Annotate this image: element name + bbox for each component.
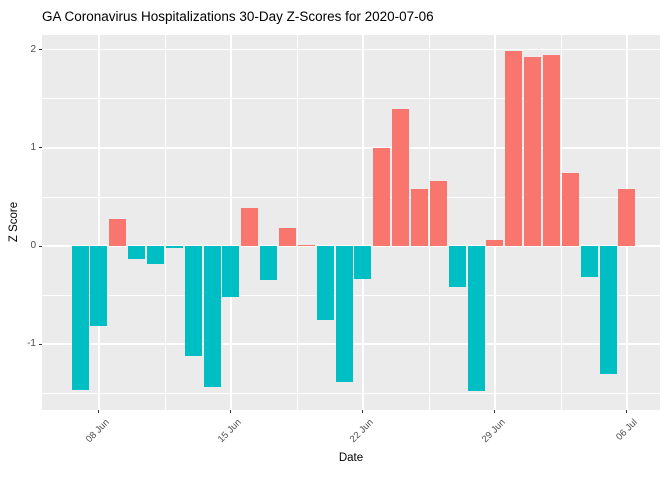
zscore-bar [128, 246, 146, 259]
zscore-bar [543, 54, 561, 247]
chart-title: GA Coronavirus Hospitalizations 30-Day Z… [42, 9, 434, 24]
zscore-bar [429, 181, 447, 247]
x-tick-label: 06 Jul [614, 417, 640, 443]
x-tick-mark [626, 410, 628, 413]
y-tick-mark [39, 245, 42, 247]
zscore-bar [411, 189, 429, 247]
major-gridline-h [42, 147, 660, 149]
zscore-bar [90, 246, 108, 326]
plot-panel [42, 35, 660, 410]
zscore-bar [222, 246, 240, 298]
major-gridline-h [42, 48, 660, 51]
zscore-bar [316, 246, 334, 320]
y-tick-label: -1 [27, 338, 36, 350]
y-tick-label: 0 [30, 240, 36, 252]
minor-gridline-h [42, 392, 660, 394]
zscore-bar [618, 189, 636, 247]
zscore-bar [561, 173, 579, 247]
zscore-bar [505, 50, 523, 247]
zscore-bar [165, 246, 183, 248]
x-tick-mark [98, 410, 100, 413]
x-axis-title: Date [338, 452, 364, 464]
minor-gridline-h [42, 196, 660, 198]
x-tick-label: 22 Jun [347, 417, 376, 445]
minor-gridline-v [164, 35, 166, 410]
y-axis-title: Z Score [8, 201, 20, 243]
zscore-bar [580, 246, 598, 278]
minor-gridline-v [428, 35, 430, 410]
y-tick-mark [39, 147, 42, 149]
y-tick-label: 1 [30, 141, 36, 153]
zscore-bar [335, 246, 353, 383]
zscore-bar [260, 246, 278, 281]
zscore-bar [184, 246, 202, 356]
y-tick-mark [39, 343, 42, 345]
zscore-bar [524, 56, 542, 247]
major-gridline-v [230, 35, 232, 410]
zscore-bar [486, 240, 504, 247]
zscore-bar [373, 147, 391, 247]
x-tick-label: 29 Jun [479, 417, 508, 445]
x-tick-mark [230, 410, 232, 413]
y-tick-label: 2 [30, 43, 36, 55]
zscore-bar [297, 245, 315, 247]
zscore-bar [467, 246, 485, 392]
y-tick-mark [39, 49, 42, 51]
x-tick-mark [362, 410, 364, 413]
zscore-bar [147, 246, 165, 264]
zscore-bar [392, 108, 410, 247]
zscore-bar [241, 207, 259, 247]
major-gridline-v [494, 35, 496, 410]
zscore-bar [448, 246, 466, 288]
minor-gridline-v [560, 35, 562, 410]
x-tick-mark [494, 410, 496, 413]
minor-gridline-h [42, 98, 660, 100]
major-gridline-v [362, 35, 364, 410]
x-tick-label: 15 Jun [215, 417, 244, 445]
minor-gridline-v [296, 35, 298, 410]
x-tick-label: 08 Jun [83, 417, 112, 445]
zscore-bar [109, 218, 127, 247]
major-gridline-v [98, 35, 100, 410]
zscore-bar [71, 246, 89, 391]
zscore-bar [279, 228, 297, 247]
zscore-bar [203, 246, 221, 388]
zscore-bar [599, 246, 617, 374]
zscore-bar [354, 246, 372, 280]
